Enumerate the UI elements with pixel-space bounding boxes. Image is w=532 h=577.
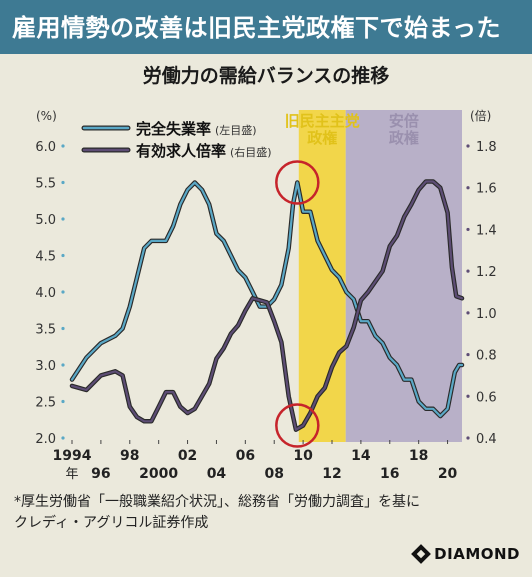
- x-tick-label: 06: [236, 448, 255, 464]
- y-left-tick-dot: [61, 436, 65, 440]
- y-left-tick-dot: [61, 290, 65, 294]
- x-tick-label: 16: [380, 466, 399, 482]
- diamond-logo-icon: [411, 544, 432, 564]
- y-left-tick-label: 2.0: [35, 432, 56, 447]
- source-line-2: クレディ・アグリコル証券作成: [14, 515, 209, 531]
- y-left-tick-dot: [61, 326, 65, 331]
- x-tick-label: 04: [207, 466, 227, 482]
- y-left-tick-dot: [61, 180, 65, 185]
- y-left-tick-label: 6.0: [35, 140, 56, 155]
- y-left-tick-label: 2.5: [35, 396, 56, 411]
- y-left-tick-label: 3.0: [35, 359, 56, 374]
- period-label-1-line2: 政権: [307, 129, 337, 147]
- y-right-tick-dot: [466, 227, 470, 232]
- y-left-tick-label: 5.5: [35, 177, 56, 192]
- legend-label-1: 完全失業率: [136, 120, 211, 138]
- y-right-tick-label: 1.2: [476, 265, 497, 280]
- y-right-tick-dot: [466, 186, 470, 190]
- headline-banner: 雇用情勢の改善は旧民主党政権下で始まった: [0, 0, 532, 54]
- period-label-1-line1: 旧民主主党: [285, 112, 360, 130]
- x-tick-label: 2000: [139, 466, 178, 482]
- x-year-suffix: 年: [65, 467, 78, 482]
- x-tick-label: 02: [178, 448, 197, 464]
- highlight-circle-2: [275, 403, 320, 448]
- period-label-2-line1: 安倍: [389, 112, 419, 130]
- x-tick-label: 98: [120, 448, 139, 464]
- series-line-1: [70, 181, 464, 418]
- y-left-tick-label: 3.5: [35, 323, 56, 338]
- legend-axis-note-1: (左目盛): [215, 123, 257, 137]
- legend-axis-note-2: (右目盛): [230, 145, 272, 159]
- y-right-tick-dot: [466, 394, 470, 398]
- x-tick-label: 12: [322, 466, 341, 482]
- publisher-logo: DIAMOND: [411, 544, 520, 564]
- series-line-2: [70, 180, 464, 431]
- x-tick-label: 1994: [53, 448, 92, 464]
- y-right-tick-label: 1.6: [476, 182, 497, 197]
- y-right-tick-label: 1.0: [476, 307, 497, 322]
- x-tick-label: 18: [409, 448, 428, 464]
- headline-title: 雇用情勢の改善は旧民主党政権下で始まった: [12, 14, 502, 42]
- y-left-tick-dot: [61, 399, 65, 404]
- legend-label-2: 有効求人倍率: [136, 142, 226, 160]
- y-right-tick-label: 0.6: [476, 390, 497, 405]
- y-right-tick-label: 0.4: [476, 432, 497, 447]
- y-left-tick-dot: [61, 363, 65, 367]
- x-tick-label: 14: [351, 448, 371, 464]
- y-right-tick-dot: [466, 144, 470, 148]
- y-right-tick-label: 0.8: [476, 349, 497, 364]
- source-note: *厚生労働省「一般職業紹介状況」、総務省「労働力調査」を基に クレディ・アグリコ…: [14, 492, 420, 534]
- y-right-tick-dot: [466, 352, 470, 357]
- y-right-tick-dot: [466, 311, 470, 315]
- x-tick-label: 20: [438, 466, 458, 482]
- chart-title: 労働力の需給バランスの推移: [143, 64, 390, 87]
- y-left-tick-label: 4.0: [35, 286, 56, 301]
- y-left-tick-dot: [61, 217, 65, 221]
- period-label-2-line2: 政権: [389, 129, 419, 147]
- logo-text: DIAMOND: [434, 545, 520, 563]
- y-left-tick-dot: [61, 144, 65, 148]
- y-left-unit: (%): [36, 109, 57, 123]
- x-tick-label: 10: [293, 448, 313, 464]
- y-right-unit: (倍): [470, 108, 491, 123]
- y-right-tick-label: 1.8: [476, 140, 497, 155]
- y-left-tick-label: 4.5: [35, 250, 56, 265]
- x-tick-label: 96: [91, 466, 110, 482]
- y-right-tick-dot: [466, 436, 470, 440]
- shaded-period-2: [345, 110, 462, 442]
- y-right-tick-label: 1.4: [476, 223, 497, 238]
- source-line-1: *厚生労働省「一般職業紹介状況」、総務省「労働力調査」を基に: [14, 494, 420, 510]
- y-left-tick-dot: [61, 253, 65, 258]
- y-right-tick-dot: [466, 269, 470, 273]
- y-left-tick-label: 5.0: [35, 213, 56, 228]
- highlight-circle-1: [275, 160, 320, 205]
- x-tick-label: 08: [264, 466, 283, 482]
